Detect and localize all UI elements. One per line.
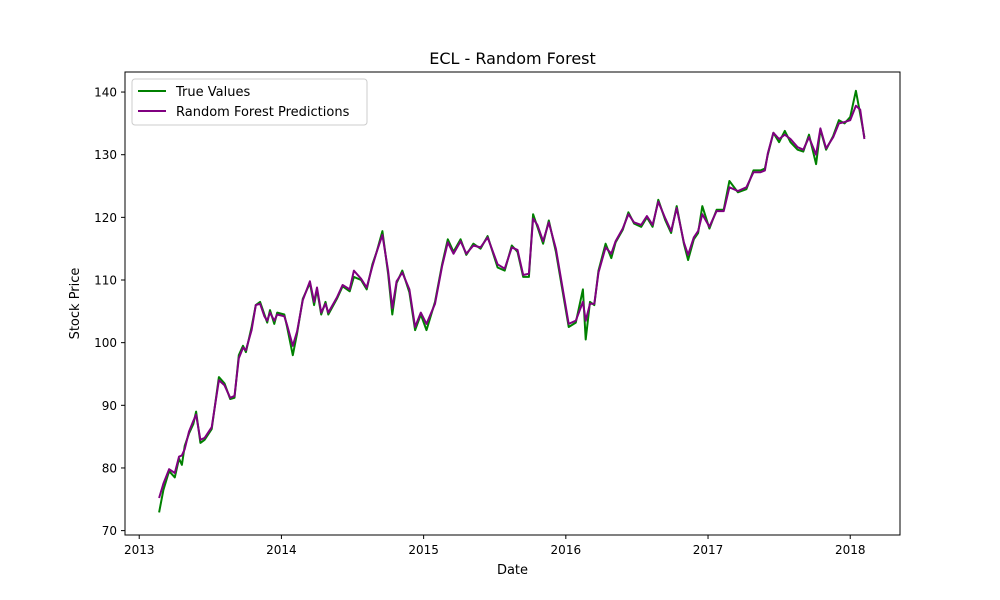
y-tick-label: 80: [102, 461, 117, 475]
x-tick-label: 2018: [835, 543, 866, 557]
axes-frame: [124, 71, 901, 536]
y-axis: 70 80 90 100 110 120 130 140: [94, 86, 125, 538]
y-tick-label: 90: [102, 399, 117, 413]
plot-area: [158, 89, 866, 513]
y-tick-label: 110: [94, 274, 117, 288]
legend-box: [131, 78, 368, 126]
y-tick-label: 120: [94, 211, 117, 225]
x-axis: 2013 2014 2015 2016 2017 2018: [124, 535, 866, 557]
x-axis-label: Date: [497, 563, 528, 578]
x-tick-label: 2017: [693, 543, 724, 557]
y-tick-label: 140: [94, 86, 117, 100]
x-tick-label: 2015: [408, 543, 439, 557]
x-tick-label: 2013: [124, 543, 155, 557]
legend-true-values-label: True Values: [175, 85, 250, 100]
y-tick-label: 70: [102, 524, 117, 538]
chart-title: ECL - Random Forest: [429, 49, 596, 68]
x-tick-label: 2014: [266, 543, 297, 557]
random-forest-predictions-line: [158, 104, 866, 499]
x-tick-label: 2016: [551, 543, 582, 557]
legend: True Values Random Forest Predictions: [131, 78, 368, 126]
legend-predictions-label: Random Forest Predictions: [176, 105, 350, 120]
y-tick-label: 130: [94, 148, 117, 162]
y-axis-label: Stock Price: [68, 268, 83, 340]
y-tick-label: 100: [94, 336, 117, 350]
